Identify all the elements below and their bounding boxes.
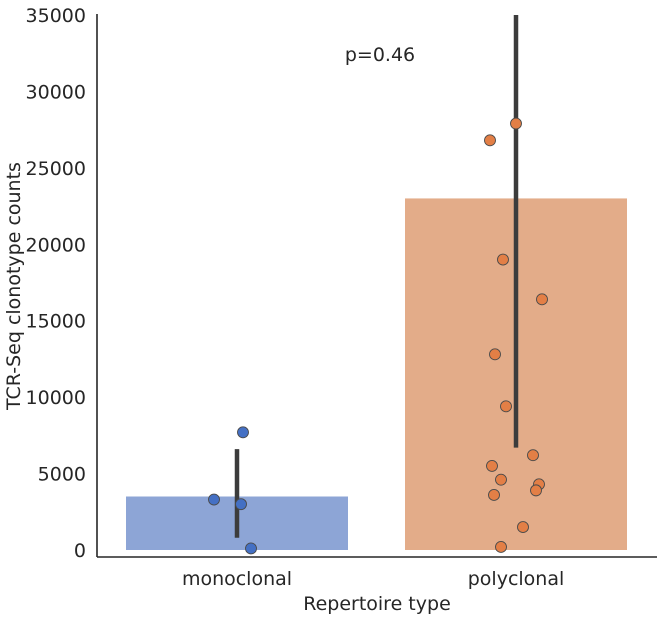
y-tick-label: 20000	[26, 234, 86, 256]
y-tick-labels: 0 5000 10000 15000 20000 25000 30000 35000	[26, 5, 86, 562]
y-tick-label: 25000	[26, 158, 86, 180]
data-point-polyclonal	[497, 253, 509, 266]
data-point-monoclonal	[245, 542, 257, 555]
points-layer	[208, 117, 548, 555]
data-point-polyclonal	[495, 473, 507, 486]
data-point-polyclonal	[527, 449, 539, 462]
y-tick-label: 15000	[26, 311, 86, 333]
x-tick-label-monoclonal: monoclonal	[182, 568, 292, 590]
data-point-polyclonal	[530, 484, 542, 497]
x-tick-labels: monoclonal polyclonal	[182, 568, 564, 590]
error-bars-layer	[234, 15, 519, 538]
data-point-polyclonal	[489, 348, 501, 361]
data-point-polyclonal	[488, 489, 500, 501]
x-axis-title: Repertoire type	[303, 593, 451, 615]
y-tick-label: 0	[74, 540, 86, 562]
y-tick-label: 30000	[26, 81, 86, 103]
data-point-monoclonal	[208, 493, 220, 506]
y-tick-label: 10000	[26, 387, 86, 409]
data-point-monoclonal	[237, 426, 249, 439]
p-value-annotation: p=0.46	[345, 44, 415, 66]
y-axis-title: TCR-Seq clonotype counts	[3, 162, 25, 411]
bars-layer	[126, 198, 627, 550]
y-tick-label: 35000	[26, 5, 86, 27]
data-point-polyclonal	[484, 134, 496, 147]
x-tick-label-polyclonal: polyclonal	[468, 568, 565, 590]
data-point-polyclonal	[536, 293, 548, 306]
y-tick-label: 5000	[38, 464, 86, 486]
data-point-polyclonal	[510, 117, 522, 130]
data-point-polyclonal	[495, 540, 507, 553]
data-point-polyclonal	[500, 400, 512, 413]
data-point-polyclonal	[486, 459, 498, 472]
data-point-polyclonal	[517, 521, 529, 534]
data-point-monoclonal	[235, 498, 247, 511]
